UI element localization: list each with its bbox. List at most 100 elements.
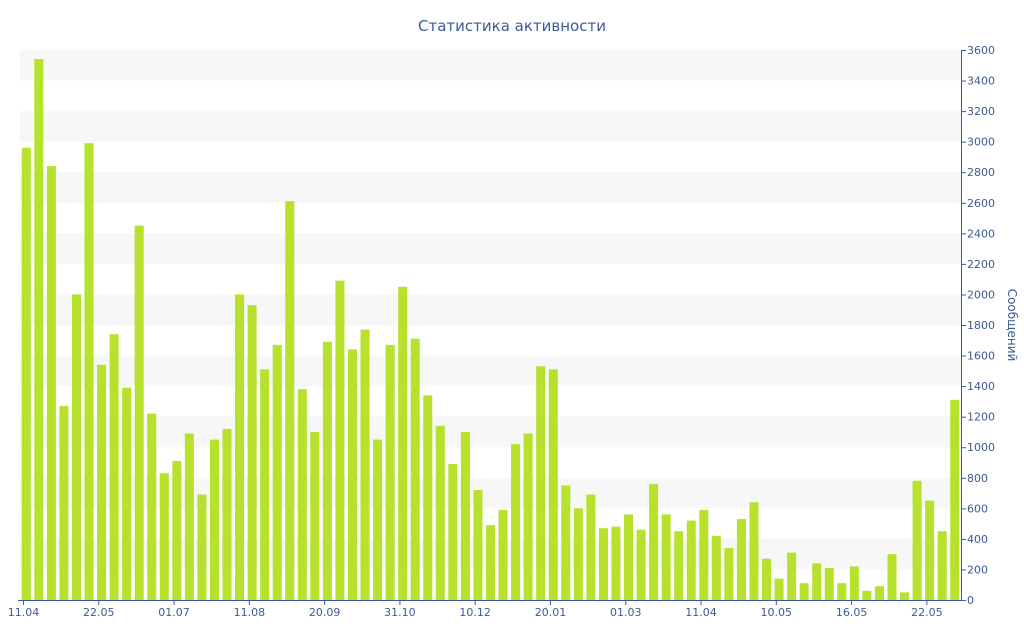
bar xyxy=(297,389,307,600)
grid-band xyxy=(20,172,961,203)
y-axis-ticks: 0 200 400 600 800 1000 1200 1400 1600 1800 2000 220… xyxy=(961,44,995,607)
bar xyxy=(598,528,608,600)
bar xyxy=(310,431,320,600)
y-tick-label: 600 xyxy=(967,502,988,515)
x-axis-ticks: 11.04 22.05 01.07 11.08 20.09 31.10 10.12 20.01… xyxy=(8,600,943,619)
x-tick-label: 11.08 xyxy=(234,606,266,619)
x-tick-label: 11.04 xyxy=(8,606,40,619)
x-tick-label: 20.01 xyxy=(535,606,567,619)
bar xyxy=(736,519,746,600)
bar xyxy=(260,369,270,600)
bar xyxy=(360,329,370,600)
x-tick-label: 10.12 xyxy=(459,606,491,619)
bar xyxy=(812,563,822,600)
bar xyxy=(134,225,144,600)
x-tick-label: 31.10 xyxy=(384,606,416,619)
bar xyxy=(122,387,132,600)
bar xyxy=(674,531,684,600)
bar xyxy=(84,143,94,600)
y-tick-label: 3600 xyxy=(967,44,995,57)
bar xyxy=(34,59,44,601)
bar xyxy=(460,431,470,600)
grid-band xyxy=(20,416,961,448)
bar xyxy=(322,341,332,600)
bar xyxy=(749,502,759,600)
bar xyxy=(511,444,521,600)
y-tick-label: 3400 xyxy=(967,75,995,88)
grid-band xyxy=(20,233,961,264)
bar xyxy=(159,473,169,600)
bar xyxy=(912,480,922,600)
y-tick-label: 1000 xyxy=(967,441,995,454)
bar xyxy=(373,439,383,600)
x-tick-label: 16.05 xyxy=(836,606,868,619)
bar xyxy=(762,558,772,600)
y-tick-label: 2400 xyxy=(967,227,995,240)
y-tick-label: 0 xyxy=(967,594,974,607)
bar xyxy=(209,439,219,600)
y-tick-label: 2800 xyxy=(967,166,995,179)
bar xyxy=(824,567,834,600)
x-tick-label: 22.05 xyxy=(911,606,943,619)
bar xyxy=(423,395,433,600)
bar xyxy=(573,508,583,600)
bar xyxy=(473,490,483,600)
grid-band xyxy=(20,355,961,387)
bar xyxy=(46,166,56,601)
grid-band xyxy=(20,50,961,81)
bar xyxy=(235,294,245,600)
y-tick-label: 3000 xyxy=(967,136,995,149)
bar xyxy=(799,583,809,600)
bar xyxy=(272,344,282,600)
bar xyxy=(21,147,31,600)
bar-series xyxy=(21,59,960,601)
bar xyxy=(398,286,408,600)
bar xyxy=(410,338,420,600)
x-tick-label: 20.09 xyxy=(309,606,341,619)
bar xyxy=(222,428,232,600)
y-tick-label: 1200 xyxy=(967,411,995,424)
bar xyxy=(937,531,947,600)
bar xyxy=(536,366,546,600)
bar xyxy=(347,349,357,600)
y-tick-label: 1800 xyxy=(967,319,995,332)
y-tick-label: 200 xyxy=(967,563,988,576)
bar xyxy=(435,425,445,600)
bar xyxy=(97,364,107,600)
bar xyxy=(586,494,596,600)
y-tick-label: 800 xyxy=(967,472,988,485)
bar xyxy=(285,201,295,600)
bar xyxy=(197,494,207,600)
bar xyxy=(335,280,345,600)
y-tick-label: 400 xyxy=(967,533,988,546)
bar xyxy=(925,500,935,600)
bar xyxy=(109,334,119,600)
y-tick-label: 1400 xyxy=(967,380,995,393)
bar xyxy=(724,548,734,600)
bar xyxy=(900,592,910,600)
bar xyxy=(636,529,646,600)
chart-title: Статистика активности xyxy=(418,17,606,35)
bar xyxy=(774,578,784,600)
bar xyxy=(184,433,194,600)
y-axis-label: Сообщений xyxy=(1005,289,1019,362)
x-tick-label: 01.03 xyxy=(610,606,642,619)
bar xyxy=(887,554,897,600)
y-tick-label: 2000 xyxy=(967,288,995,301)
y-tick-label: 1600 xyxy=(967,350,995,363)
bar xyxy=(147,413,157,600)
bar xyxy=(711,535,721,600)
bar xyxy=(849,566,859,600)
grid-band xyxy=(20,111,961,142)
x-tick-label: 10.05 xyxy=(761,606,793,619)
y-tick-label: 3200 xyxy=(967,105,995,118)
bar xyxy=(385,344,395,600)
bar xyxy=(661,514,671,600)
bar xyxy=(247,305,257,600)
bar xyxy=(624,514,634,600)
bar xyxy=(59,405,69,600)
bar xyxy=(611,526,621,600)
bar xyxy=(71,294,81,600)
